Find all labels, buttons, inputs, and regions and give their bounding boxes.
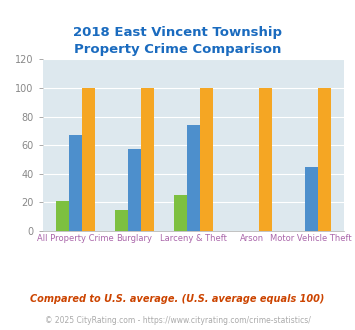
Bar bbox=[259, 88, 272, 231]
Bar bbox=[187, 125, 200, 231]
Bar bbox=[69, 135, 82, 231]
Bar bbox=[115, 210, 128, 231]
Bar bbox=[82, 88, 95, 231]
Bar bbox=[56, 201, 69, 231]
Bar bbox=[305, 167, 318, 231]
Bar bbox=[128, 149, 141, 231]
Bar bbox=[174, 195, 187, 231]
Text: Compared to U.S. average. (U.S. average equals 100): Compared to U.S. average. (U.S. average … bbox=[30, 294, 325, 304]
Text: 2018 East Vincent Township
Property Crime Comparison: 2018 East Vincent Township Property Crim… bbox=[73, 26, 282, 56]
Text: © 2025 CityRating.com - https://www.cityrating.com/crime-statistics/: © 2025 CityRating.com - https://www.city… bbox=[45, 316, 310, 325]
Bar bbox=[141, 88, 154, 231]
Bar bbox=[200, 88, 213, 231]
Bar bbox=[318, 88, 331, 231]
